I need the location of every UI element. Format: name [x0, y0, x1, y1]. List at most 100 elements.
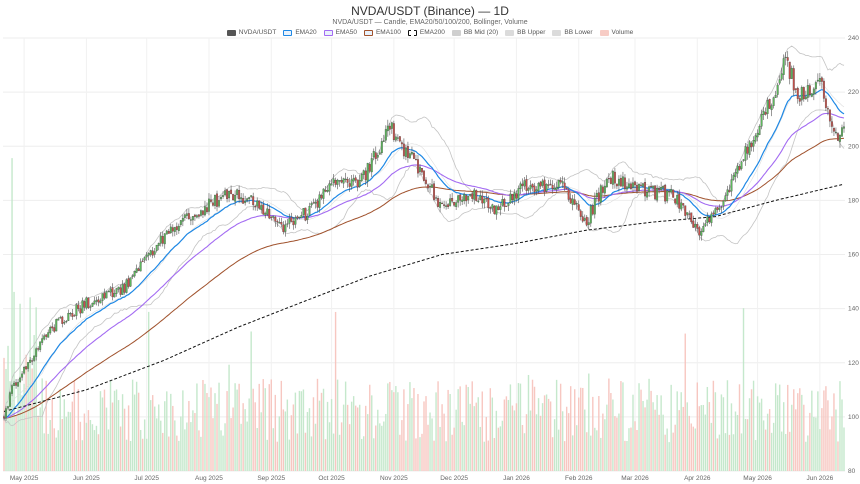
candle-body	[628, 183, 630, 188]
volume-bar	[385, 413, 387, 471]
volume-bar	[97, 434, 100, 471]
volume-bar	[262, 379, 264, 471]
candle-body	[366, 162, 369, 182]
volume-bar	[555, 379, 558, 471]
volume-layer	[3, 158, 845, 471]
candle-body	[716, 207, 719, 210]
volume-bar	[417, 393, 419, 471]
volume-bar	[702, 404, 705, 471]
ema50-line	[3, 112, 845, 419]
volume-bar	[113, 390, 116, 471]
candle-body	[563, 182, 566, 189]
volume-bar	[841, 399, 843, 471]
volume-bar	[467, 387, 469, 471]
candle-body	[684, 205, 687, 216]
volume-bar	[752, 380, 755, 471]
volume-bar	[531, 379, 534, 471]
candle-body	[790, 67, 793, 79]
legend-label: Volume	[611, 29, 634, 36]
candle-body	[242, 198, 245, 204]
candle-body	[533, 185, 536, 193]
legend-swatch	[323, 29, 333, 36]
candle-body	[549, 183, 552, 185]
volume-bar	[539, 415, 542, 471]
candle-body	[113, 293, 116, 298]
candle-body	[59, 317, 62, 319]
legend-item: BB Upper	[505, 29, 545, 36]
volume-bar	[236, 389, 238, 471]
candle-body	[79, 308, 82, 314]
candle-body	[89, 306, 92, 308]
candle-body	[455, 202, 458, 207]
volume-bar	[278, 416, 281, 471]
candle-body	[461, 199, 464, 202]
y-tick-label: 120	[848, 360, 859, 367]
candle-body	[330, 183, 333, 186]
volume-bar	[461, 421, 463, 471]
candle-body	[131, 275, 134, 277]
candle-body	[336, 179, 339, 185]
volume-bar	[746, 419, 749, 471]
volume-bar	[244, 409, 246, 471]
volume-bar	[196, 383, 198, 471]
candle-body	[398, 136, 401, 142]
candle-body	[240, 197, 243, 200]
volume-bar	[204, 383, 206, 471]
candle-body	[662, 186, 665, 188]
volume-bar	[200, 436, 202, 471]
candle-body	[467, 196, 470, 201]
candle-body	[660, 186, 663, 190]
volume-bar	[89, 420, 92, 471]
candle-body	[234, 194, 237, 202]
volume-bar	[75, 440, 78, 471]
volume-bar	[429, 412, 431, 471]
volume-bar	[684, 333, 686, 471]
candle-body	[125, 279, 128, 293]
candle-body	[302, 208, 305, 215]
candle-body	[593, 197, 596, 215]
candle-body	[35, 348, 38, 357]
volume-bar	[584, 409, 586, 471]
volume-bar	[356, 407, 359, 471]
volume-bar	[827, 400, 829, 471]
volume-bar	[139, 430, 142, 471]
legend-label: EMA20	[295, 29, 317, 36]
volume-bar	[750, 389, 753, 471]
candle-body	[254, 205, 257, 207]
volume-bar	[149, 400, 152, 471]
candle-body	[300, 215, 303, 219]
candle-body	[384, 129, 387, 141]
volume-bar	[628, 428, 630, 471]
volume-bar	[111, 402, 114, 471]
volume-bar	[346, 404, 349, 471]
candle-body	[390, 122, 393, 129]
volume-bar	[184, 429, 186, 471]
volume-bar	[344, 381, 347, 471]
candle-body	[298, 216, 301, 218]
candle-body	[509, 193, 512, 204]
volume-bar	[101, 397, 104, 471]
volume-bar	[507, 399, 510, 471]
volume-bar	[358, 404, 361, 471]
volume-bar	[65, 416, 68, 471]
axis-layer: 80 100 120 140 160 180 200 220 240 May 2025 Jun 20…	[10, 35, 859, 482]
candle-body	[487, 197, 490, 209]
candle-body	[447, 204, 450, 208]
candle-body	[720, 206, 723, 208]
volume-bar	[642, 400, 644, 471]
y-tick-label: 140	[848, 306, 859, 313]
candle-body	[260, 205, 263, 210]
candle-body	[489, 207, 492, 209]
candle-body	[262, 204, 265, 215]
candle-body	[694, 223, 697, 228]
volume-bar	[662, 414, 664, 471]
volume-bar	[154, 406, 156, 471]
volume-bar	[477, 397, 479, 471]
volume-bar	[614, 416, 616, 471]
candle-body	[226, 189, 229, 200]
volume-bar	[234, 383, 236, 471]
candle-body	[754, 135, 757, 142]
candle-body	[412, 152, 415, 159]
volume-bar	[469, 403, 471, 471]
volume-bar	[712, 380, 715, 471]
